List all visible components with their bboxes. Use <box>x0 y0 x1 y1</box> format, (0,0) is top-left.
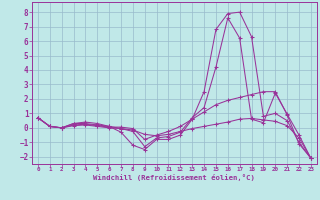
X-axis label: Windchill (Refroidissement éolien,°C): Windchill (Refroidissement éolien,°C) <box>93 174 255 181</box>
